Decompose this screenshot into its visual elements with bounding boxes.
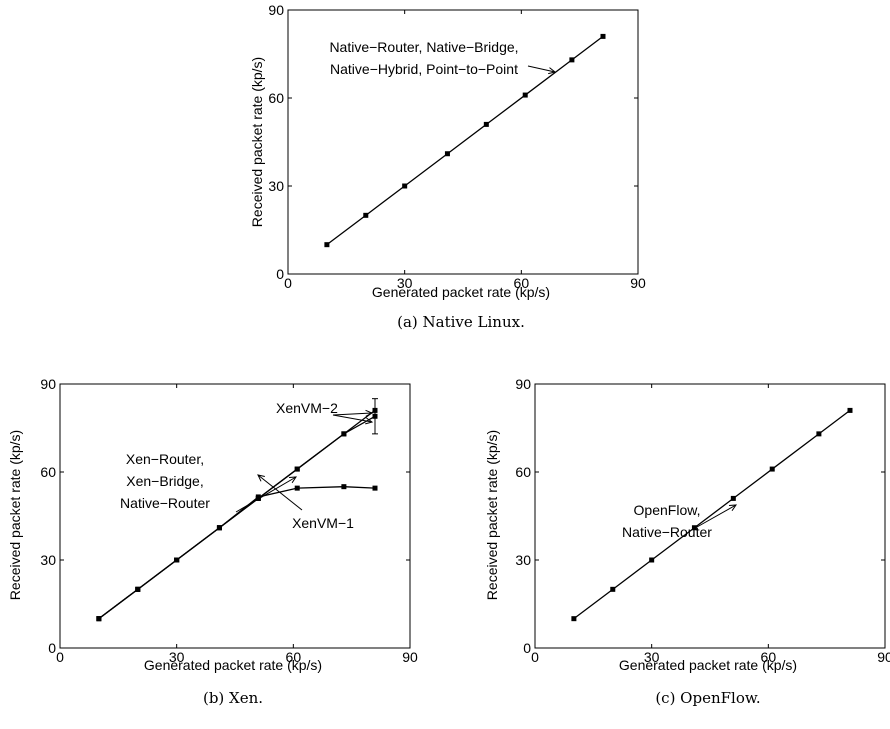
x-tick-label: 30 <box>397 275 413 291</box>
data-point <box>649 557 655 563</box>
y-tick-label: 0 <box>276 266 284 282</box>
data-point <box>610 586 616 592</box>
data-point <box>444 151 450 157</box>
data-point <box>483 121 489 127</box>
annotation-arrowhead <box>365 417 374 425</box>
x-tick-label: 60 <box>286 649 302 665</box>
x-tick-label: 90 <box>402 649 418 665</box>
data-point <box>571 616 577 622</box>
annotation-arrowhead <box>365 409 374 417</box>
x-axis-label: Generated packet rate (kp/s) <box>144 657 322 673</box>
data-point <box>730 495 736 501</box>
annotation-label: XenVM−2 <box>276 400 338 416</box>
figure-caption: (b) Xen. <box>203 689 263 707</box>
y-tick-label: 60 <box>515 464 531 480</box>
annotation-label: XenVM−1 <box>292 515 354 531</box>
data-point <box>402 183 408 189</box>
x-tick-label: 30 <box>169 649 185 665</box>
chart-xen: 0 30 60 90 0 30 60 90 Generated packet rate (kp/… <box>7 376 418 707</box>
annotation-arrowhead <box>548 67 557 75</box>
y-axis-label: Received packet rate (kp/s) <box>249 57 265 227</box>
data-point <box>847 407 853 413</box>
annotation-arrow <box>235 476 297 513</box>
data-point <box>135 586 141 592</box>
chart-openflow: 0 30 60 90 0 30 60 90 Generated packet rate (kp/… <box>484 376 890 707</box>
data-point <box>294 485 300 491</box>
data-point <box>363 212 369 218</box>
y-axis-label: Received packet rate (kp/s) <box>484 430 500 600</box>
x-tick-label: 90 <box>630 275 646 291</box>
x-tick-label: 60 <box>761 649 777 665</box>
y-tick-label: 30 <box>515 552 531 568</box>
y-tick-label: 90 <box>268 2 284 18</box>
annotation-label: Xen−Bridge, <box>126 473 203 489</box>
data-point <box>216 525 222 531</box>
figure-caption: (c) OpenFlow. <box>655 689 760 707</box>
annotation-arrow <box>696 504 737 528</box>
y-tick-label: 90 <box>515 376 531 392</box>
data-point <box>324 242 330 248</box>
plot-frame <box>287 9 639 275</box>
x-axis-label: Generated packet rate (kp/s) <box>619 657 797 673</box>
annotation-arrow <box>527 65 556 73</box>
y-tick-label: 30 <box>40 552 56 568</box>
y-tick-label: 60 <box>268 90 284 106</box>
data-point <box>769 466 775 472</box>
y-tick-label: 60 <box>40 464 56 480</box>
x-tick-label: 30 <box>644 649 660 665</box>
data-point <box>816 431 822 437</box>
y-axis-label: Received packet rate (kp/s) <box>7 430 23 600</box>
annotation-label: OpenFlow, <box>634 502 701 518</box>
series-line <box>573 409 851 620</box>
data-point <box>691 525 697 531</box>
data-point <box>600 33 606 39</box>
x-axis-label: Generated packet rate (kp/s) <box>372 284 550 300</box>
x-tick-label: 0 <box>56 649 64 665</box>
data-point <box>174 557 180 563</box>
annotation-label: Native−Router, Native−Bridge, <box>329 39 518 55</box>
series-line <box>98 415 376 620</box>
annotation-label: Native−Router <box>622 524 712 540</box>
data-point <box>294 466 300 472</box>
data-point <box>341 431 347 437</box>
x-tick-label: 0 <box>531 649 539 665</box>
series-line <box>326 35 604 246</box>
annotation-arrow <box>332 414 373 423</box>
plot-frame <box>59 383 411 649</box>
x-tick-label: 60 <box>514 275 530 291</box>
chart-native-linux: 0 30 60 90 0 30 60 90 Generated packet rate (kp/… <box>249 2 646 331</box>
plot-frame <box>534 383 886 649</box>
y-tick-label: 0 <box>523 640 531 656</box>
data-point <box>569 57 575 63</box>
annotation-label: Native−Hybrid, Point−to−Point <box>330 61 518 77</box>
annotation-arrowhead <box>288 476 297 484</box>
x-tick-label: 90 <box>877 649 890 665</box>
y-tick-label: 0 <box>48 640 56 656</box>
annotation-arrowhead <box>257 474 265 482</box>
data-point <box>96 616 102 622</box>
annotation-label: Xen−Router, <box>126 451 204 467</box>
annotation-arrowhead <box>728 504 738 512</box>
data-point <box>341 484 347 490</box>
data-point <box>522 92 528 98</box>
data-point <box>372 485 378 491</box>
y-tick-label: 90 <box>40 376 56 392</box>
annotation-arrow <box>257 474 303 511</box>
annotation-label: Native−Router <box>120 495 210 511</box>
x-tick-label: 0 <box>284 275 292 291</box>
y-tick-label: 30 <box>268 178 284 194</box>
figure-caption: (a) Native Linux. <box>397 313 525 331</box>
annotation-arrow <box>332 412 373 416</box>
